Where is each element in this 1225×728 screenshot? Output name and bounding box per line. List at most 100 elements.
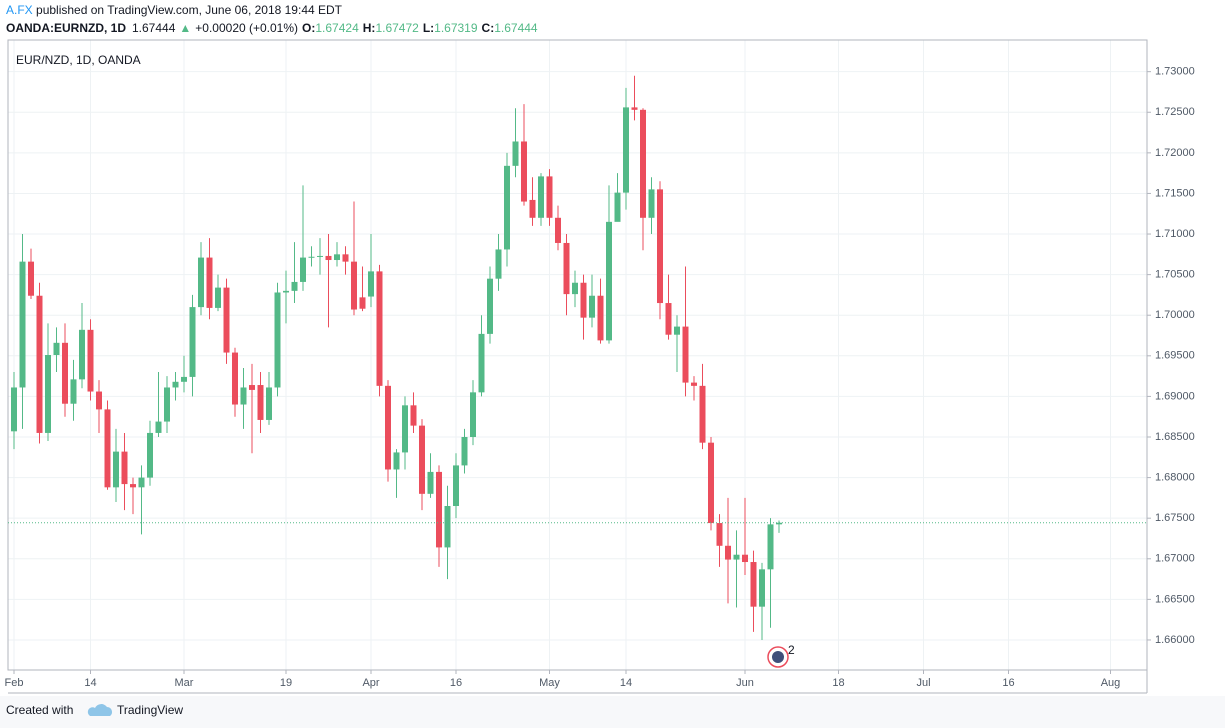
y-tick-label: 1.72500 [1155,106,1195,118]
grid [8,40,1147,670]
candle-body [368,271,374,297]
candle-body [121,451,128,485]
candle-body [232,352,238,405]
candle-body [223,287,230,353]
candle-body [742,554,748,563]
arrow: ▲ [179,21,191,35]
candle-body [334,254,340,261]
candle-body [614,192,621,222]
candle-body [487,278,493,334]
x-tick-label: Apr [362,677,379,689]
candle-body [776,522,782,525]
footer-brand[interactable]: TradingView [117,703,183,717]
y-tick-label: 1.68500 [1155,431,1195,443]
candle-body [325,255,332,261]
candle-body [444,506,451,548]
candle-body [478,333,485,393]
candle-body [521,141,527,202]
candle-body [266,387,272,420]
candle-body [62,342,68,404]
candle-body [215,287,221,308]
event-marker[interactable]: 2 [767,643,795,668]
candle-body [504,165,510,250]
candle-body [410,405,417,426]
candle-body [750,562,757,607]
candle-body [589,295,595,318]
chart-title: EUR/NZD, 1D, OANDA [16,53,141,67]
candle-body [648,189,655,218]
c-label: C: [482,21,495,35]
published: published on TradingView.com, June 06, 2… [36,3,343,17]
footer-created: Created with [6,703,73,717]
candle-body [623,107,629,193]
candle-body [53,342,60,355]
candle-body [461,436,468,466]
candle-body [138,477,145,488]
candle-body [606,221,612,341]
candle-body [19,261,26,388]
candle-body [631,107,638,110]
y-tick-label: 1.69000 [1155,390,1195,402]
candle-body [512,141,519,166]
candle-body [563,242,570,295]
x-tick-label: 14 [620,677,632,689]
candle-body [580,282,587,318]
x-tick-label: Aug [1101,677,1121,689]
candle-body [453,465,459,507]
candle-body [291,281,298,291]
candle-body [436,471,442,548]
x-tick-label: 18 [832,677,844,689]
candle-body [308,256,315,258]
y-tick-label: 1.66500 [1155,593,1195,605]
candle-body [495,249,502,279]
x-tick-label: Jun [736,677,754,689]
l-label: L: [423,21,434,35]
candle-body [70,379,77,404]
candle-body [257,385,264,420]
candle-body [351,261,357,310]
author[interactable]: A.FX [6,3,33,17]
candle-body [11,387,17,432]
candle-body [393,452,400,470]
o-label: O: [302,21,315,35]
candle-body [597,295,604,341]
candle-body [79,329,85,380]
candle-body [36,295,43,433]
candle-body [300,257,306,282]
header-line: A.FX published on TradingView.com, June … [6,3,343,17]
candle-body [249,385,255,390]
o-value: 1.67424 [315,21,359,35]
logo [87,704,112,716]
candle-body [682,326,689,383]
y-tick-label: 1.69500 [1155,350,1195,362]
candle-body [240,387,247,405]
candle-body [164,387,170,422]
candle-body [274,292,281,388]
x-tick-label: 16 [450,677,462,689]
candle-body [767,524,774,570]
x-tick-label: May [539,677,560,689]
symbol: OANDA:EURNZD, 1D [6,21,126,35]
candle-body [665,303,672,335]
l-value: 1.67319 [434,21,478,35]
candle-body [470,392,476,437]
candle-body [376,271,383,386]
y-tick-label: 1.67500 [1155,512,1195,524]
candle-body [172,381,179,388]
candle-body [402,405,408,453]
candle-body [385,385,391,470]
candle-body [28,261,34,296]
candle-body [555,217,561,243]
candle-body [427,471,434,494]
footer-bar [0,696,1225,728]
symbol-line: OANDA:EURNZD, 1D 1.67444 ▲ +0.00020 (+0.01%… [6,21,538,35]
candle-body [342,254,349,262]
candle-body [45,355,51,433]
candle-body [691,382,697,386]
candle-body [640,109,646,218]
event-count: 2 [788,643,795,657]
x-tick-label: 16 [1002,677,1014,689]
h-value: 1.67472 [375,21,419,35]
